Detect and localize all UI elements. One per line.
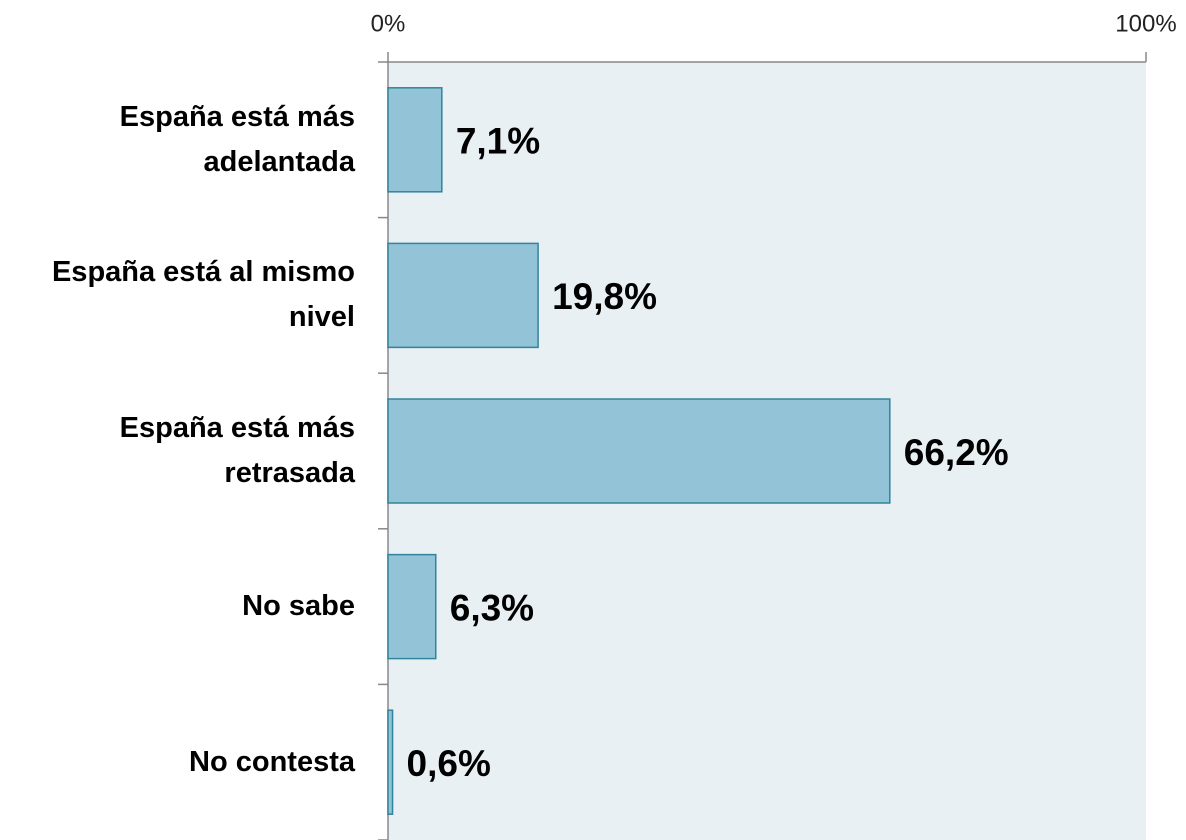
category-label: No contesta [0,702,355,822]
value-label: 0,6% [407,743,491,784]
category-text: España está al mismo nivel [51,256,355,334]
x-tick-label: 100% [1115,10,1176,37]
category-text: No contesta [189,745,355,778]
category-label: España está más adelantada [0,80,355,200]
category-text: España está más adelantada [119,100,355,178]
category-text: España está más retrasada [119,412,355,489]
bar [387,553,437,660]
category-label: España está más retrasada [0,391,355,511]
value-label: 7,1% [456,121,540,162]
category-label: No sabe [0,547,355,667]
bar [387,398,891,504]
category-label: España está al mismo nivel [0,235,355,355]
bar [387,709,394,815]
value-label: 66,2% [904,432,1009,473]
category-text: No sabe [242,590,355,623]
bar [387,242,539,349]
value-label: 6,3% [450,587,534,628]
bar [387,87,443,193]
x-tick-label: 0% [371,10,406,37]
value-label: 19,8% [552,276,657,317]
